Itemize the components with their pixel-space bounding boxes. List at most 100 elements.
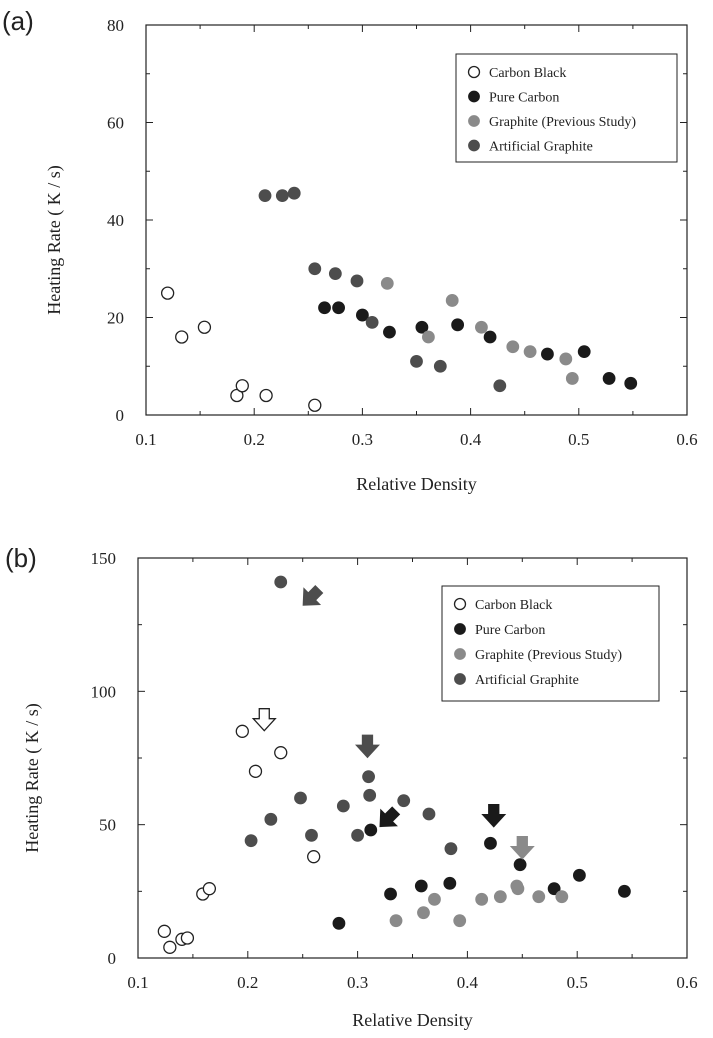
legend-label: Carbon Black: [475, 598, 552, 613]
y-axis-title: Heating Rate ( K / s): [22, 703, 43, 852]
arrow-marker: [509, 836, 535, 860]
data-point-graphite-previous-study: [428, 892, 441, 906]
data-point-artificial-graphite: [305, 828, 318, 842]
data-point-pure-carbon: [415, 320, 429, 334]
legend-marker: [454, 623, 466, 635]
data-point-artificial-graphite: [422, 807, 436, 821]
x-tick-label: 0.1: [127, 973, 148, 992]
y-tick-label: 0: [108, 949, 117, 968]
data-point-pure-carbon: [618, 884, 631, 898]
data-point-graphite-previous-study: [417, 906, 430, 920]
data-point-pure-carbon: [541, 347, 554, 361]
y-tick-label: 60: [107, 114, 124, 133]
data-point-artificial-graphite: [410, 354, 423, 368]
arrow-marker: [302, 585, 324, 606]
data-point-artificial-graphite: [328, 267, 342, 281]
data-point-graphite-previous-study: [523, 345, 537, 359]
data-point-artificial-graphite: [433, 359, 447, 373]
data-point-artificial-graphite: [244, 834, 258, 848]
data-point-pure-carbon: [383, 325, 396, 339]
panel-label: (b): [5, 543, 37, 573]
x-tick-label: 0.5: [568, 430, 589, 449]
data-point-graphite-previous-study: [565, 372, 579, 385]
x-tick-label: 0.3: [352, 430, 373, 449]
data-point-graphite-previous-study: [532, 890, 546, 904]
x-tick-label: 0.5: [567, 973, 588, 992]
y-tick-label: 100: [91, 682, 117, 701]
data-point-graphite-previous-study: [445, 294, 459, 307]
data-point-carbon-black: [274, 746, 288, 760]
data-point-artificial-graphite: [275, 189, 289, 203]
data-point-artificial-graphite: [351, 828, 365, 842]
data-point-carbon-black: [197, 320, 212, 334]
data-point-pure-carbon: [443, 876, 457, 890]
legend-label: Pure Carbon: [475, 623, 545, 638]
x-tick-label: 0.6: [676, 430, 697, 449]
y-tick-label: 0: [116, 406, 125, 425]
data-point-artificial-graphite: [336, 799, 350, 813]
x-axis-title: Relative Density: [356, 474, 476, 494]
data-point-artificial-graphite: [397, 794, 411, 808]
data-point-pure-carbon: [572, 868, 586, 882]
data-point-graphite-previous-study: [493, 890, 507, 904]
data-point-artificial-graphite: [444, 842, 458, 856]
data-point-carbon-black: [157, 924, 172, 938]
legend-label: Artificial Graphite: [475, 673, 579, 688]
legend-marker: [467, 65, 481, 79]
data-point-carbon-black: [235, 724, 249, 738]
x-tick-label: 0.2: [244, 430, 265, 449]
data-point-graphite-previous-study: [555, 890, 569, 904]
data-point-graphite-previous-study: [559, 352, 573, 366]
data-point-carbon-black: [180, 931, 195, 945]
legend-label: Graphite (Previous Study): [475, 648, 622, 663]
data-point-artificial-graphite: [308, 262, 322, 276]
legend-marker: [453, 597, 467, 611]
legend-marker: [468, 139, 480, 152]
data-point-pure-carbon: [451, 318, 465, 332]
data-point-pure-carbon: [577, 345, 591, 359]
data-point-graphite-previous-study: [380, 276, 394, 290]
data-point-graphite-previous-study: [453, 914, 467, 928]
y-tick-label: 20: [107, 309, 124, 328]
data-point-pure-carbon: [513, 858, 527, 872]
x-tick-label: 0.2: [237, 973, 258, 992]
data-point-pure-carbon: [318, 301, 331, 315]
data-point-graphite-previous-study: [506, 340, 520, 354]
data-point-pure-carbon: [484, 836, 497, 850]
x-tick-label: 0.1: [135, 430, 156, 449]
legend-label: Graphite (Previous Study): [489, 115, 636, 130]
y-axis-title: Heating Rate ( K / s): [44, 165, 65, 314]
x-tick-label: 0.4: [460, 430, 482, 449]
data-point-graphite-previous-study: [389, 914, 403, 928]
data-point-pure-carbon: [602, 372, 616, 385]
y-tick-label: 40: [107, 211, 124, 230]
data-point-artificial-graphite: [294, 791, 307, 805]
data-point-pure-carbon: [355, 308, 369, 322]
data-point-carbon-black: [248, 764, 263, 778]
legend-label: Pure Carbon: [489, 91, 559, 106]
legend-marker: [454, 648, 466, 660]
data-point-carbon-black: [163, 940, 177, 954]
data-point-artificial-graphite: [362, 770, 375, 784]
legend-marker: [468, 90, 480, 103]
data-point-pure-carbon: [624, 376, 638, 390]
panel-label: (a): [2, 6, 34, 36]
data-point-artificial-graphite: [493, 379, 507, 393]
data-point-artificial-graphite: [363, 788, 377, 802]
data-point-graphite-previous-study: [511, 882, 525, 896]
data-point-pure-carbon: [483, 330, 497, 344]
legend-label: Carbon Black: [489, 66, 566, 81]
data-point-pure-carbon: [364, 823, 378, 837]
data-point-carbon-black: [202, 882, 217, 896]
data-point-carbon-black: [175, 330, 189, 344]
data-point-artificial-graphite: [274, 575, 288, 589]
data-point-artificial-graphite: [350, 274, 364, 288]
data-point-graphite-previous-study: [475, 320, 488, 334]
data-point-pure-carbon: [332, 916, 346, 930]
y-tick-label: 50: [99, 816, 116, 835]
data-point-carbon-black: [235, 379, 249, 393]
arrow-marker: [355, 734, 380, 759]
data-point-pure-carbon: [414, 879, 428, 893]
data-point-artificial-graphite: [365, 315, 379, 329]
